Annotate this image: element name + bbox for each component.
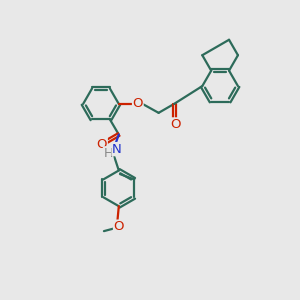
- Text: O: O: [133, 98, 143, 110]
- Text: H: H: [103, 147, 113, 160]
- Text: O: O: [97, 137, 107, 151]
- Text: O: O: [170, 118, 181, 131]
- Text: N: N: [112, 142, 122, 156]
- Text: O: O: [113, 220, 124, 233]
